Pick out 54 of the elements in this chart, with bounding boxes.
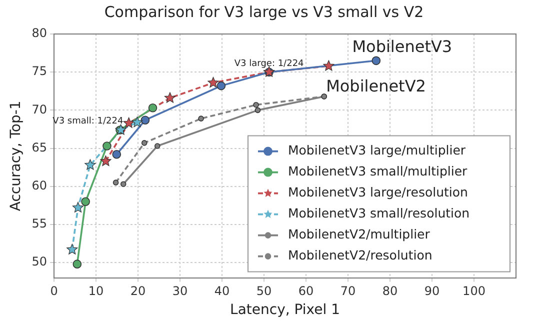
legend-label: MobilenetV3 small/multiplier bbox=[288, 164, 468, 179]
annotation: MobilenetV3 bbox=[352, 36, 452, 56]
annotation: V3 large: 1/224 bbox=[234, 58, 304, 69]
legend-label: MobilenetV2/multiplier bbox=[288, 226, 431, 242]
x-tick-label: 100 bbox=[462, 284, 486, 298]
x-tick-label: 90 bbox=[424, 284, 440, 298]
point bbox=[112, 150, 122, 159]
annotation: MobilenetV2 bbox=[326, 76, 426, 96]
point bbox=[216, 81, 226, 90]
point bbox=[100, 155, 112, 166]
point bbox=[123, 117, 134, 128]
point bbox=[72, 202, 84, 212]
legend-label: MobilenetV2/resolution bbox=[288, 248, 432, 263]
point bbox=[102, 142, 112, 150]
point bbox=[164, 92, 176, 103]
chart-title: Comparison for V3 large vs V3 small vs V2 bbox=[104, 2, 424, 21]
x-tick-label: 20 bbox=[130, 284, 146, 298]
point bbox=[323, 60, 334, 71]
point bbox=[140, 116, 150, 124]
y-tick-label: 55 bbox=[32, 216, 48, 231]
y-tick-label: 50 bbox=[32, 254, 48, 269]
point bbox=[254, 107, 261, 114]
y-tick-label: 60 bbox=[32, 178, 48, 192]
legend-label: MobilenetV3 large/resolution bbox=[288, 184, 468, 200]
legend-label: MobilenetV3 small/resolution bbox=[288, 206, 470, 221]
point bbox=[112, 180, 119, 186]
y-tick-label: 65 bbox=[32, 140, 48, 154]
x-tick-label: 80 bbox=[382, 284, 398, 298]
point bbox=[208, 76, 219, 88]
point bbox=[154, 143, 160, 149]
x-tick-label: 10 bbox=[88, 284, 104, 298]
point bbox=[120, 181, 126, 187]
x-tick-label: 30 bbox=[172, 284, 188, 298]
x-tick-label: 60 bbox=[298, 284, 314, 298]
x-tick-label: 70 bbox=[340, 284, 356, 298]
point bbox=[84, 159, 96, 170]
x-tick-label: 50 bbox=[256, 284, 272, 298]
point bbox=[72, 260, 82, 268]
y-axis-title: Accuracy, Top-1 bbox=[8, 100, 24, 212]
point bbox=[148, 104, 158, 112]
point bbox=[66, 244, 78, 254]
x-axis-title: Latency, Pixel 1 bbox=[230, 302, 340, 318]
point bbox=[198, 116, 204, 122]
x-tick-label: 0 bbox=[50, 284, 58, 298]
point bbox=[81, 197, 90, 206]
point bbox=[253, 102, 259, 108]
y-tick-label: 80 bbox=[32, 26, 48, 40]
x-tick-label: 40 bbox=[214, 284, 230, 298]
point bbox=[141, 140, 148, 146]
legend-label: MobilenetV3 large/multiplier bbox=[288, 142, 466, 158]
y-tick-label: 70 bbox=[32, 102, 48, 116]
point bbox=[372, 56, 381, 66]
y-tick-label: 75 bbox=[32, 64, 48, 78]
point bbox=[132, 116, 143, 128]
